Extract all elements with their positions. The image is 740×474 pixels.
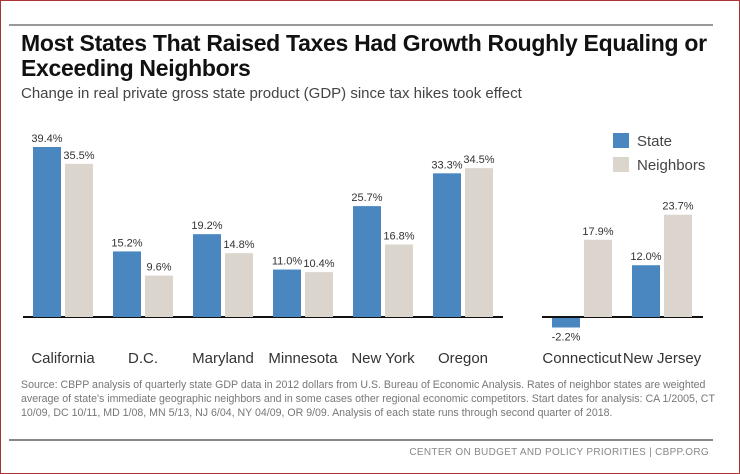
top-divider [9,24,713,26]
data-label: 9.6% [146,262,171,274]
category-label: California [31,350,95,367]
data-label: 10.4% [303,258,334,270]
data-label: 25.7% [351,192,382,204]
data-label: 12.0% [630,251,661,263]
category-label: Minnesota [268,350,338,367]
category-label: New York [351,350,415,367]
bar-state [433,173,461,317]
bar-state [193,234,221,317]
bar-state [33,147,61,317]
bar-neighbors [664,214,692,317]
data-label: 17.9% [582,226,613,238]
bar-chart: 39.4%35.5% California 15.2% 9.6% D.C. 19.2%14… [23,133,705,367]
bar-neighbors [584,239,612,317]
bar-neighbors [465,168,493,317]
bar-state [113,251,141,317]
bar-neighbors [65,163,93,317]
data-label: 35.5% [63,150,94,162]
data-label: 33.3% [431,159,462,171]
category-label: Connecticut [542,350,622,367]
legend-swatch-neighbors [613,157,629,172]
legend-label: State [637,133,672,150]
bar-neighbors [385,244,413,317]
data-label: 39.4% [31,133,62,145]
source-note: Source: CBPP analysis of quarterly state… [21,379,715,419]
legend-label: Neighbors [637,157,705,174]
bar-state [632,265,660,317]
category-label: D.C. [128,350,158,367]
data-label: -2.2% [552,331,581,343]
bottom-divider [9,439,713,441]
bar-state [552,318,580,328]
category-label: New Jersey [623,350,702,367]
data-label: 14.8% [223,239,254,251]
bar-neighbors [145,275,173,317]
category-label: Maryland [192,350,254,367]
legend-swatch-state [613,133,629,148]
data-label: 19.2% [191,220,222,232]
chart-subtitle: Change in real private gross state produ… [21,85,522,102]
data-label: 15.2% [111,237,142,249]
data-label: 16.8% [383,231,414,243]
footer-credit: CENTER ON BUDGET AND POLICY PRIORITIES |… [409,447,709,458]
bar-state [273,269,301,317]
data-label: 23.7% [662,201,693,213]
category-label: Oregon [438,350,488,367]
chart-title: Most States That Raised Taxes Had Growth… [21,30,707,81]
bar-neighbors [225,253,253,317]
data-label: 34.5% [463,154,494,166]
bar-neighbors [305,272,333,317]
data-label: 11.0% [272,256,303,268]
bar-state [353,206,381,317]
